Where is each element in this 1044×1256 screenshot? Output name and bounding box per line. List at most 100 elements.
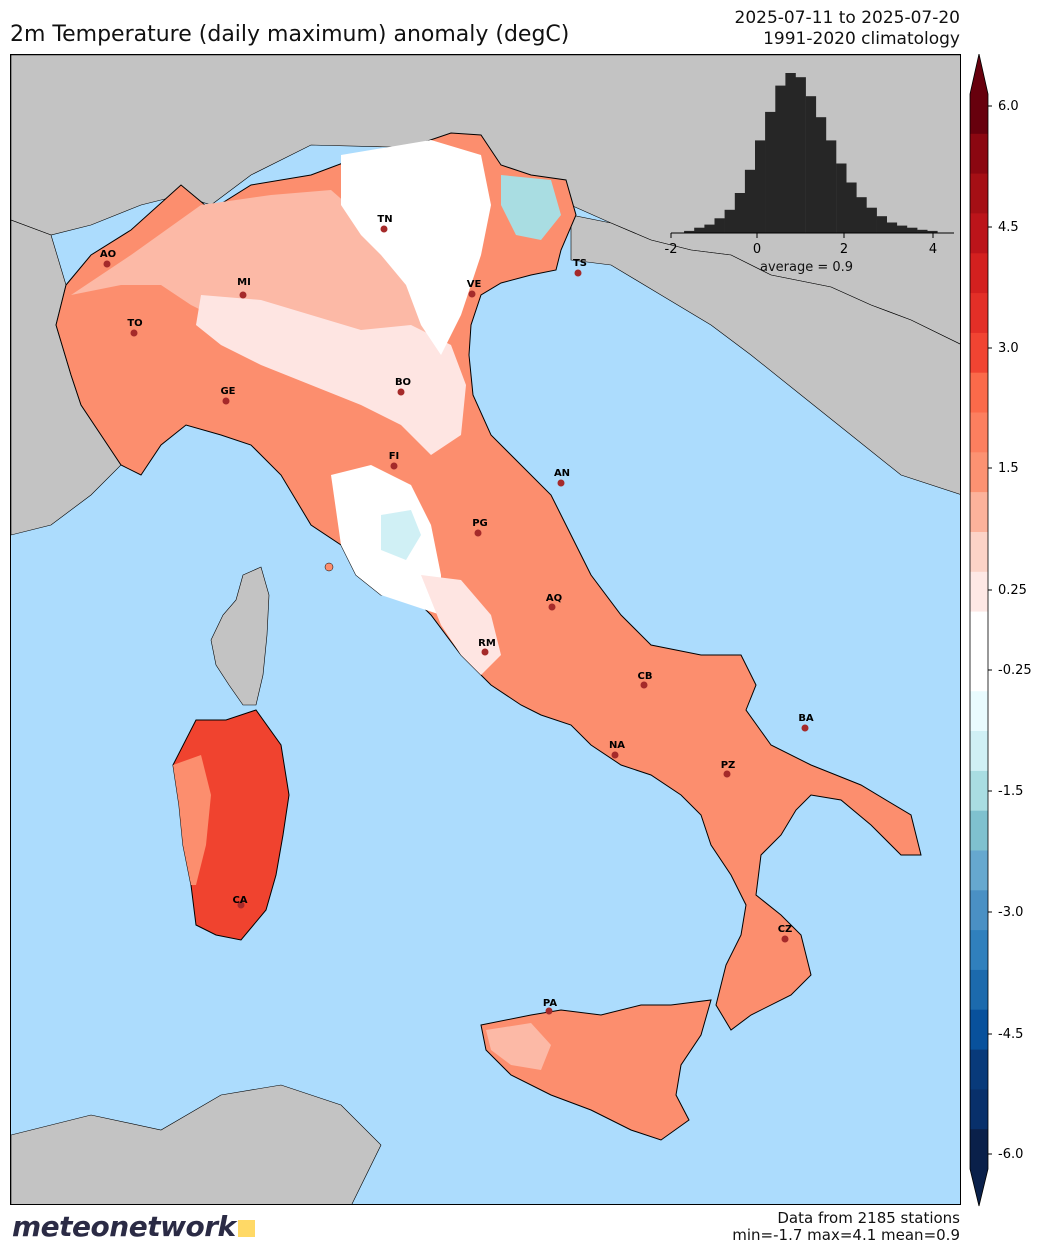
colorbar-segment	[970, 731, 988, 772]
station-PZ: PZ	[721, 760, 736, 778]
svg-text:PZ: PZ	[721, 760, 736, 771]
colorbar-segment	[970, 930, 988, 971]
histogram-bar	[836, 163, 847, 233]
colorbar-segment	[970, 571, 988, 613]
station-PA: PA	[543, 998, 557, 1015]
date-range: 2025-07-11 to 2025-07-20	[734, 8, 960, 28]
svg-text:MI: MI	[237, 277, 251, 288]
histogram-bar	[815, 117, 827, 233]
station-BA: BA	[798, 713, 814, 732]
land-balkans	[570, 214, 960, 495]
histogram-bar	[704, 224, 715, 233]
colorbar-segment	[970, 691, 988, 732]
colorbar-segment	[970, 293, 988, 334]
station-NA: NA	[609, 740, 625, 759]
colorbar-segment	[970, 810, 988, 851]
colorbar-segment	[970, 611, 988, 652]
zone-slight-lazio	[421, 575, 501, 675]
station-CB: CB	[638, 671, 652, 689]
histogram-bar	[755, 140, 766, 233]
sicily-mild	[486, 1023, 551, 1070]
colorbar-tick-label: -4.5	[998, 1027, 1023, 1042]
svg-text:CA: CA	[232, 895, 247, 906]
meteonetwork-logo: meteonetwork	[12, 1210, 255, 1243]
station-MI: MI	[237, 277, 251, 299]
histogram-average: average = 0.9	[760, 260, 854, 275]
hist-tick-m2: -2	[665, 233, 678, 257]
colorbar-segment	[970, 1129, 988, 1170]
land-africa	[11, 1084, 382, 1204]
colorbar-segment	[970, 332, 988, 374]
histogram-bar	[744, 169, 756, 233]
colorbar-segment	[970, 651, 988, 692]
svg-text:4: 4	[929, 242, 937, 257]
histogram-bar	[775, 85, 786, 233]
svg-text:PG: PG	[472, 518, 488, 529]
colorbar-tick-label: -3.0	[998, 905, 1023, 920]
footer-stats: Data from 2185 stations min=-1.7 max=4.1…	[732, 1210, 960, 1244]
colorbar-segment	[970, 1089, 988, 1130]
colorbar-tick-label: 3.0	[998, 341, 1019, 356]
histogram-bar	[866, 207, 877, 233]
zone-neutral-alps	[341, 140, 491, 355]
histogram-bar	[694, 227, 705, 233]
hist-tick-2: 2	[840, 233, 848, 257]
colorbar-segment	[970, 969, 988, 1011]
station-CZ: CZ	[778, 924, 792, 943]
svg-text:NA: NA	[609, 740, 625, 751]
histogram-bar	[734, 193, 746, 233]
svg-text:AN: AN	[554, 468, 570, 479]
zone-cool-tuscany	[381, 510, 421, 560]
svg-text:2: 2	[840, 242, 848, 257]
svg-text:GE: GE	[220, 386, 235, 397]
colorbar-ticks: 6.0 4.5 3.0 1.5 0.25 -0.25 -1.5 -3.0 -4.5 -6.0	[988, 99, 1032, 1162]
histogram-bar	[785, 73, 796, 233]
colorbar-extend-top	[970, 54, 988, 94]
period-info: 2025-07-11 to 2025-07-20 1991-2020 clima…	[735, 8, 960, 50]
histogram-bar	[886, 222, 898, 233]
station-RM: RM	[478, 638, 496, 656]
colorbar-segment	[970, 850, 988, 891]
histogram-bar	[896, 225, 908, 233]
colorbar-segments	[969, 53, 989, 1207]
histogram-bar	[917, 229, 928, 233]
histogram-bar	[876, 216, 887, 233]
hist-tick-4: 4	[929, 233, 937, 257]
histogram-bars	[684, 73, 938, 233]
histogram-bar	[795, 77, 806, 233]
colorbar-segment	[970, 94, 988, 135]
histogram-bar	[765, 111, 776, 233]
sardinia-west	[173, 755, 211, 885]
colorbar-tick-label: 6.0	[998, 99, 1019, 114]
colorbar-segment	[970, 173, 988, 214]
histogram-bar	[714, 218, 725, 233]
svg-text:-2: -2	[665, 242, 678, 257]
station-TN: TN	[377, 214, 393, 233]
colorbar-tick-label: -6.0	[998, 1147, 1023, 1162]
colorbar-tick-label: 4.5	[998, 220, 1019, 235]
station-CA: CA	[232, 895, 248, 909]
colorbar: 6.0 4.5 3.0 1.5 0.25 -0.25 -1.5 -3.0 -4.5 -6.0	[968, 53, 1044, 1209]
svg-text:BA: BA	[798, 713, 814, 724]
map-title: 2m Temperature (daily maximum) anomaly (…	[10, 22, 570, 47]
histogram-bar	[825, 140, 837, 233]
colorbar-segment	[970, 532, 988, 573]
colorbar-tick-label: 1.5	[998, 461, 1019, 476]
station-TO: TO	[127, 318, 143, 337]
corsica	[210, 566, 270, 706]
colorbar-segment	[970, 1009, 988, 1050]
zone-slight-po	[196, 295, 466, 455]
colorbar-tick-label: -0.25	[998, 663, 1032, 678]
station-AO: AO	[100, 249, 116, 268]
histogram-bar	[846, 182, 857, 233]
station-BO: BO	[395, 377, 411, 396]
hist-tick-0: 0	[753, 233, 761, 257]
station-GE: GE	[220, 386, 236, 405]
colorbar-tick-label: 0.25	[998, 583, 1027, 598]
colorbar-segment	[970, 1049, 988, 1090]
colorbar-segment	[970, 412, 988, 453]
station-AN: AN	[554, 468, 570, 487]
station-TS: TS	[573, 258, 587, 277]
station-FI: FI	[389, 451, 399, 470]
histogram-inset: -2 0 2 4	[665, 73, 954, 257]
